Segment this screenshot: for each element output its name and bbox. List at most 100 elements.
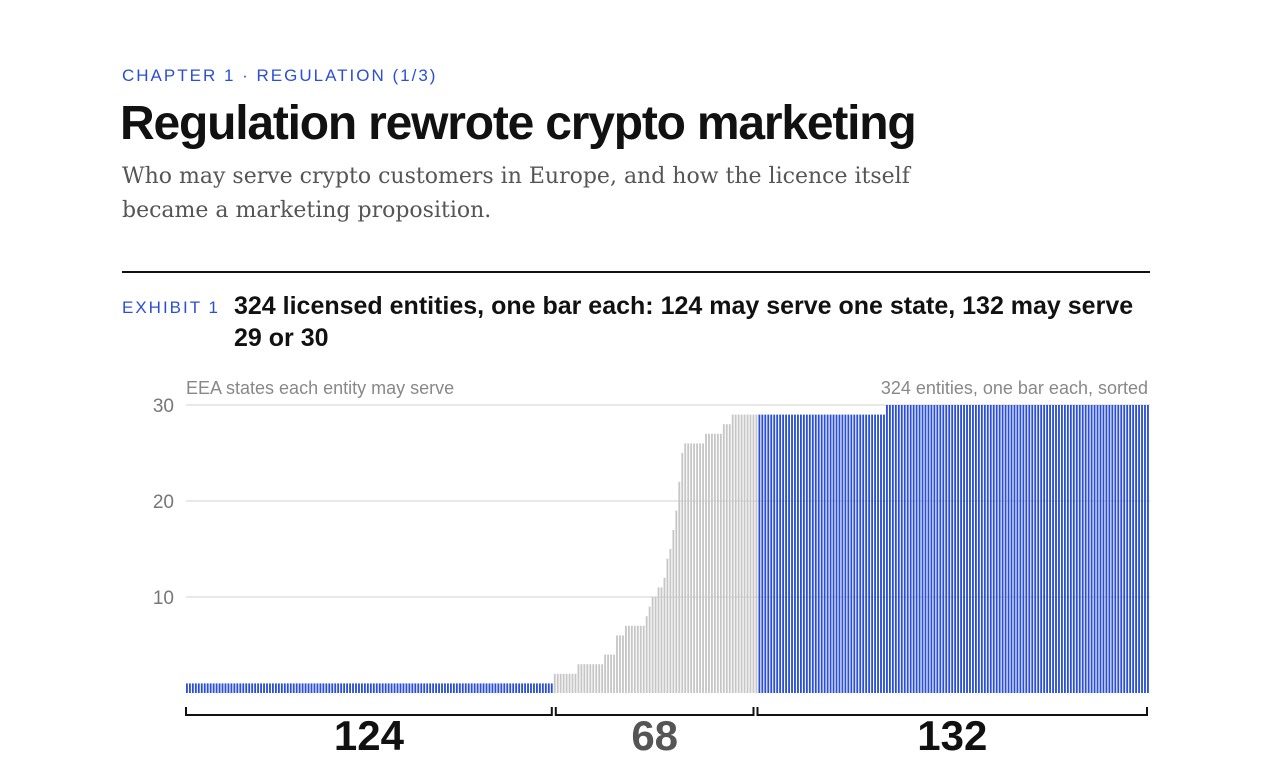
entity-bar [1034,405,1037,693]
entity-bar [441,683,443,693]
entity-bar [770,414,773,693]
entity-bar [396,683,399,693]
entity-bar [672,529,675,693]
y-tick-label: 10 [153,588,174,609]
entity-bar [794,414,796,693]
entity-bar [758,414,761,693]
entity-bar [236,683,239,693]
entity-bar [1072,405,1075,693]
entity-bar [853,414,856,693]
entity-bar [708,433,710,693]
entity-bar [702,443,704,693]
entity-bar [764,414,767,693]
entity-bar [420,683,423,693]
entity-bar [215,683,218,693]
entity-bar [521,683,524,693]
entity-bar [1117,405,1120,693]
entity-bar [731,414,734,693]
entity-bar [562,673,565,693]
entity-bar [319,683,322,693]
entity-bar [657,587,660,693]
entity-bar [491,683,494,693]
entity-bar [438,683,440,693]
entity-bar [378,683,381,693]
entity-bar [269,683,271,693]
entity-bar [408,683,411,693]
entity-bar [749,414,752,693]
entity-bar [678,481,681,693]
entity-bar [556,673,559,693]
entity-bar [927,405,930,693]
entity-bar [930,405,933,693]
entity-bar [799,414,802,693]
entity-bar [880,414,882,693]
entity-bar [755,414,758,693]
entity-bar [989,405,992,693]
entity-bar [1144,405,1146,693]
entity-bar [280,683,283,693]
entity-bar [871,414,874,693]
entity-bar [1132,405,1135,693]
entity-bar [366,683,369,693]
entity-bar [1099,405,1102,693]
entity-bar [645,616,648,693]
entity-bar [432,683,435,693]
entity-bar [728,424,731,693]
entity-bar [894,405,897,693]
entity-bar [636,625,639,693]
entity-bar [1105,405,1108,693]
entity-bar [289,683,292,693]
entity-bar [467,683,470,693]
entity-bar [681,453,684,693]
entity-bar [699,443,701,693]
entity-bar [1016,405,1019,693]
entity-bar [550,683,553,693]
entity-bar [515,683,518,693]
entity-bar [1141,405,1143,693]
entity-bar [906,405,909,693]
entity-bar [874,414,876,693]
entity-bar [711,433,713,693]
entity-bar [954,405,957,693]
entity-bar [405,683,408,693]
entity-bar [963,405,965,693]
entity-bar [1084,405,1087,693]
entity-bar [888,405,891,693]
entity-bar [417,683,420,693]
entity-bar [292,683,295,693]
entity-bar [503,683,506,693]
entity-bar [719,433,722,693]
entity-bar [286,683,289,693]
entity-bar [393,683,396,693]
entity-bar [862,414,865,693]
entity-bar [387,683,390,693]
entity-bar [218,683,221,693]
entity-bar [1069,405,1072,693]
entity-bar [1120,405,1123,693]
entity-bar [568,673,571,693]
entity-bar [533,683,535,693]
entity-bar [497,683,500,693]
entity-bar [479,683,482,693]
entity-bar [1025,405,1028,693]
entity-bar [1046,405,1049,693]
entity-bar [1078,405,1081,693]
entity-bar [924,405,927,693]
entity-bar [823,414,826,693]
entity-bar [779,414,782,693]
entity-bar [260,683,262,693]
entity-bar [251,683,254,693]
entity-bar [722,424,725,693]
entity-bar [785,414,787,693]
entity-bar [340,683,343,693]
entity-bar [604,654,607,693]
entity-bar [746,414,749,693]
entity-bar [1135,405,1138,693]
entity-bar [384,683,387,693]
entity-bar [1043,405,1046,693]
entity-bar [455,683,458,693]
entity-bar [239,683,242,693]
group-bracket [554,707,755,716]
entity-bar [666,558,669,693]
entity-bar [832,414,835,693]
